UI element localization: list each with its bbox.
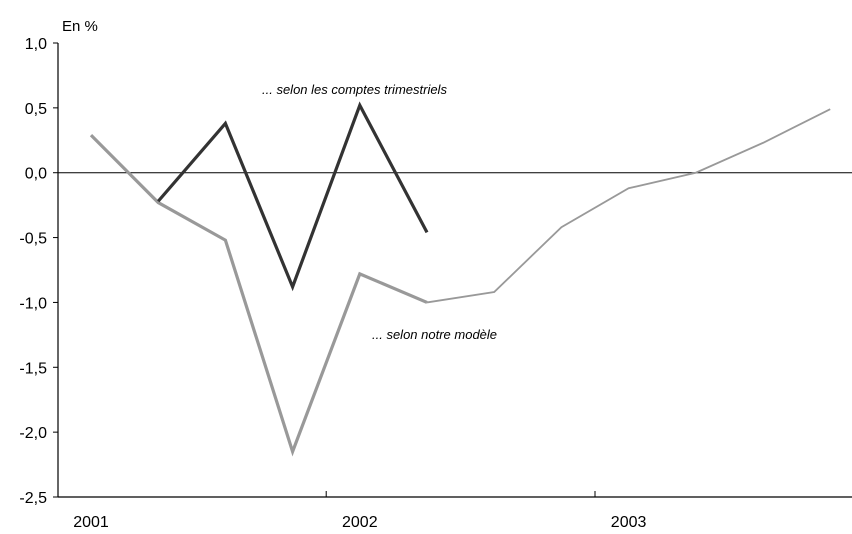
y-tick-label: -0,5 [19, 231, 47, 248]
x-tick-label: 2002 [342, 514, 378, 531]
series-modele-line-thick [89, 133, 428, 457]
annotation-series-modele: ... selon notre modèle [372, 327, 497, 342]
y-tick-label: 0,0 [25, 166, 47, 183]
unit-label: En % [62, 18, 98, 35]
y-tick-label: -2,5 [19, 490, 47, 507]
x-axis: 2001 2002 2003 [58, 172, 852, 531]
series-modele-line-thin [426, 108, 831, 304]
annotation-series-comptes: ... selon les comptes trimestriels [262, 82, 447, 97]
series-comptes-line [156, 101, 429, 292]
y-tick-label: -2,0 [19, 425, 47, 442]
y-axis: 1,0 0,5 0,0 -0,5 -1,0 -1,5 -2,0 -2,5 [19, 36, 59, 507]
y-tick-label: 0,5 [25, 101, 47, 118]
x-tick-label: 2001 [73, 514, 109, 531]
x-tick-label: 2003 [611, 514, 647, 531]
y-tick-label: -1,5 [19, 360, 47, 377]
y-tick-label: -1,0 [19, 295, 47, 312]
series [89, 101, 831, 457]
y-tick-label: 1,0 [25, 36, 47, 53]
